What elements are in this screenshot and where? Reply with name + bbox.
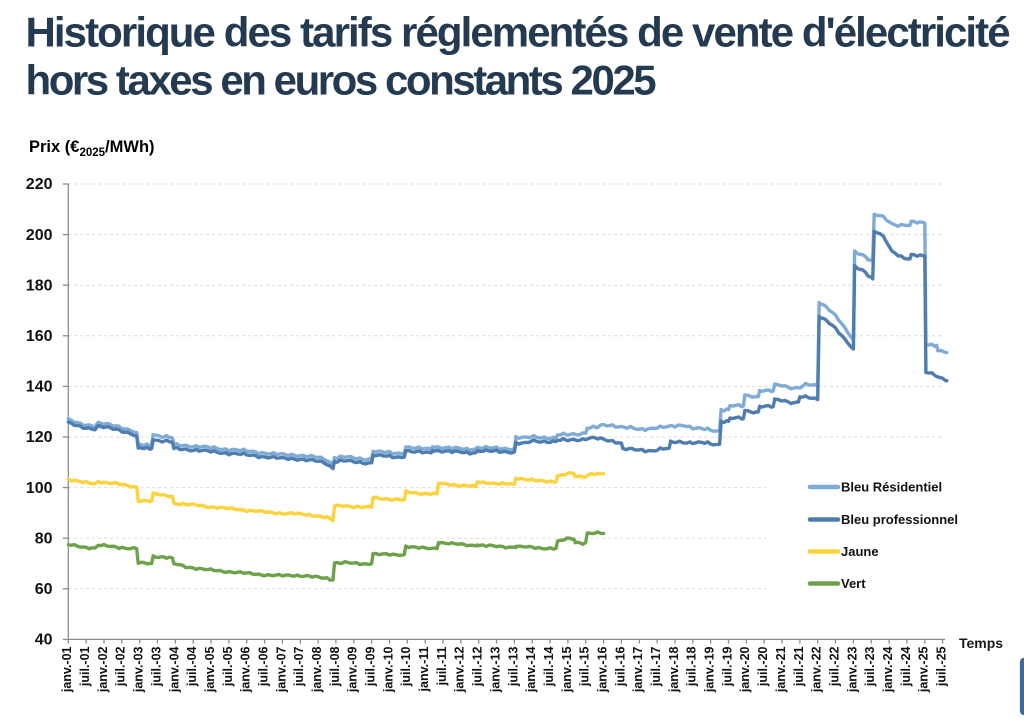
svg-text:juil.-17: juil.-17: [649, 646, 663, 687]
svg-text:janv.-08: janv.-08: [310, 646, 324, 693]
svg-text:janv.-22: janv.-22: [810, 646, 824, 693]
svg-text:janv.-05: janv.-05: [203, 646, 217, 693]
svg-text:janv.-18: janv.-18: [667, 646, 681, 693]
svg-text:juil.-21: juil.-21: [792, 646, 806, 687]
svg-text:juil.-24: juil.-24: [899, 646, 913, 687]
svg-text:juil.-01: juil.-01: [78, 646, 92, 687]
svg-text:janv.-21: janv.-21: [774, 646, 788, 693]
svg-text:60: 60: [35, 581, 53, 598]
svg-text:Bleu professionnel: Bleu professionnel: [841, 512, 958, 527]
svg-text:juil.-04: juil.-04: [185, 646, 199, 687]
svg-text:janv.-02: janv.-02: [96, 646, 110, 693]
svg-text:juil.-23: juil.-23: [863, 646, 877, 687]
svg-text:Temps: Temps: [959, 635, 1003, 651]
svg-text:Historique des tarifs réglemen: Historique des tarifs réglementés de ven…: [26, 9, 1010, 56]
svg-text:40: 40: [35, 632, 53, 649]
svg-text:140: 140: [26, 379, 53, 396]
svg-text:juil.-08: juil.-08: [328, 646, 342, 687]
svg-text:Bleu Résidentiel: Bleu Résidentiel: [841, 480, 942, 495]
svg-text:juil.-20: juil.-20: [756, 646, 770, 687]
svg-text:janv.-09: janv.-09: [346, 646, 360, 693]
svg-text:janv.-17: janv.-17: [631, 646, 645, 693]
svg-text:hors taxes en euros constants: hors taxes en euros constants 2025: [26, 57, 657, 104]
svg-text:juil.-14: juil.-14: [542, 646, 556, 687]
svg-text:160: 160: [26, 328, 53, 345]
svg-text:80: 80: [35, 530, 53, 547]
svg-text:juil.-03: juil.-03: [149, 646, 163, 687]
svg-text:janv.-11: janv.-11: [417, 646, 431, 692]
svg-text:Jaune: Jaune: [841, 544, 879, 559]
svg-text:janv.-15: janv.-15: [560, 646, 574, 693]
svg-text:Prix (€2025/MWh): Prix (€2025/MWh): [29, 138, 155, 159]
svg-text:janv.-23: janv.-23: [845, 646, 859, 693]
svg-text:200: 200: [26, 227, 53, 244]
svg-text:juil.-11: juil.-11: [435, 646, 449, 686]
svg-text:juil.-22: juil.-22: [827, 646, 841, 687]
svg-text:janv.-19: janv.-19: [703, 646, 717, 693]
svg-text:120: 120: [26, 429, 53, 446]
svg-text:janv.-07: janv.-07: [274, 646, 288, 693]
svg-text:janv.-01: janv.-01: [60, 646, 74, 693]
svg-text:janv.-03: janv.-03: [132, 646, 146, 693]
svg-text:janv.-06: janv.-06: [239, 646, 253, 693]
svg-text:juil.-02: juil.-02: [114, 646, 128, 687]
svg-text:220: 220: [26, 176, 53, 193]
svg-text:juil.-19: juil.-19: [720, 646, 734, 687]
svg-text:juil.-18: juil.-18: [685, 646, 699, 687]
svg-text:juil.-06: juil.-06: [257, 646, 271, 687]
svg-text:janv.-24: janv.-24: [881, 646, 895, 693]
svg-text:juil.-16: juil.-16: [613, 646, 627, 687]
svg-text:janv.-16: janv.-16: [596, 646, 610, 693]
svg-text:janv.-14: janv.-14: [524, 646, 538, 693]
svg-text:juil.-05: juil.-05: [221, 646, 235, 687]
svg-text:juil.-09: juil.-09: [364, 646, 378, 687]
svg-text:juil.-13: juil.-13: [506, 646, 520, 687]
svg-text:juil.-12: juil.-12: [471, 646, 485, 687]
svg-text:100: 100: [26, 480, 53, 497]
svg-text:janv.-25: janv.-25: [917, 646, 931, 693]
svg-text:180: 180: [26, 277, 53, 294]
svg-text:janv.-10: janv.-10: [381, 646, 395, 693]
svg-text:janv.-20: janv.-20: [738, 646, 752, 693]
svg-text:juil.-07: juil.-07: [292, 646, 306, 687]
svg-text:janv.-12: janv.-12: [453, 646, 467, 693]
svg-text:juil.-15: juil.-15: [578, 646, 592, 687]
svg-text:janv.-04: janv.-04: [167, 646, 181, 693]
svg-text:janv.-13: janv.-13: [488, 646, 502, 693]
svg-text:juil.-25: juil.-25: [935, 646, 949, 687]
svg-text:juil.-10: juil.-10: [399, 646, 413, 687]
svg-text:Vert: Vert: [841, 576, 866, 591]
